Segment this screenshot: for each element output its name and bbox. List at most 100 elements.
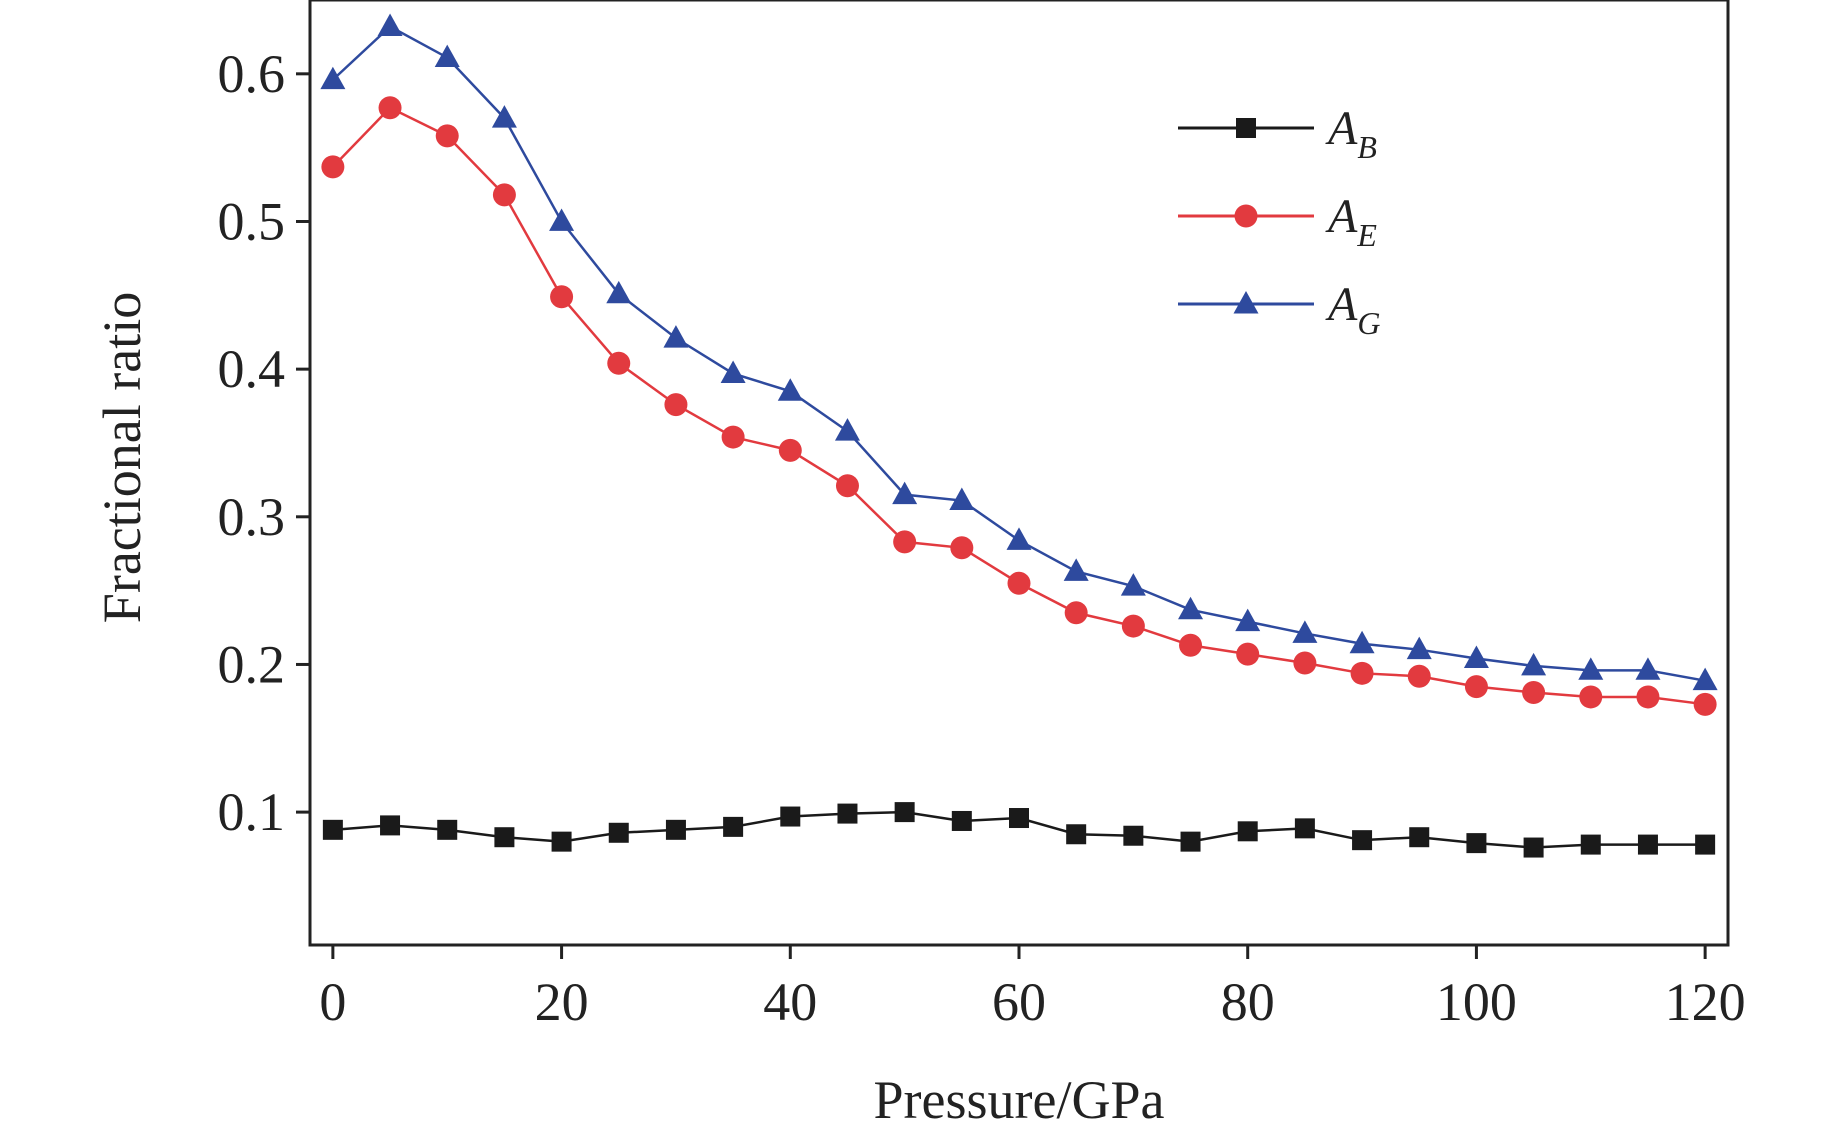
y-tick-label: 0.5 <box>218 191 286 251</box>
data-point-A_B <box>437 819 458 840</box>
legend-marker-A_G <box>1233 290 1259 314</box>
y-tick-label: 0.2 <box>218 634 286 694</box>
data-point-A_B <box>608 822 629 843</box>
data-point-A_B <box>1009 808 1029 829</box>
data-point-A_B <box>780 806 801 827</box>
data-point-A_E <box>435 124 459 148</box>
legend-label-A_G: AG <box>1325 278 1380 341</box>
y-tick-label: 0.3 <box>218 487 286 547</box>
data-point-A_G <box>892 481 918 505</box>
x-tick-label: 20 <box>535 972 589 1032</box>
data-point-A_E <box>835 474 859 498</box>
data-point-A_G <box>606 280 632 304</box>
data-point-A_B <box>951 810 972 831</box>
data-point-A_G <box>434 44 460 68</box>
data-point-A_E <box>893 530 917 554</box>
data-point-A_E <box>492 183 516 207</box>
data-point-A_G <box>1349 630 1375 654</box>
data-point-A_G <box>1235 608 1261 632</box>
data-point-A_E <box>1236 642 1260 666</box>
legend-label-A_E: AE <box>1325 190 1377 253</box>
data-point-A_E <box>1693 692 1717 716</box>
data-point-A_B <box>1580 834 1601 855</box>
data-point-A_E <box>378 96 402 120</box>
data-point-A_B <box>322 819 343 840</box>
data-point-A_G <box>1578 657 1604 680</box>
data-point-A_B <box>894 802 915 823</box>
data-point-A_E <box>1522 681 1546 705</box>
data-point-A_B <box>1352 830 1373 851</box>
data-point-A_E <box>321 155 345 179</box>
data-point-A_E <box>664 393 688 417</box>
series-layer <box>320 13 1718 858</box>
data-point-A_G <box>1063 558 1089 581</box>
data-point-A_E <box>1350 661 1374 685</box>
data-point-A_G <box>834 418 860 441</box>
x-axis-title: Pressure/GPa <box>874 1070 1165 1130</box>
data-point-A_B <box>1637 834 1658 855</box>
data-point-A_G <box>549 208 575 231</box>
data-point-A_G <box>663 325 689 348</box>
data-point-A_E <box>1064 601 1088 625</box>
x-tick-label: 80 <box>1221 972 1275 1032</box>
x-tick-label: 100 <box>1436 972 1517 1032</box>
x-tick-label: 0 <box>319 972 346 1032</box>
data-point-A_E <box>1407 664 1431 688</box>
data-point-A_B <box>723 816 744 837</box>
data-point-A_E <box>721 425 745 449</box>
data-point-A_B <box>1695 834 1716 855</box>
data-point-A_B <box>1180 831 1201 852</box>
data-point-A_B <box>665 819 686 840</box>
data-point-A_B <box>1466 833 1487 854</box>
data-point-A_B <box>1523 837 1544 858</box>
data-point-A_B <box>1123 825 1144 846</box>
axes: 0 20 40 60 80 100 120 0.1 0.2 0.3 0.4 0.5 0.6 <box>218 0 1746 1032</box>
series-A_B <box>322 802 1716 858</box>
data-point-A_G <box>1521 652 1547 676</box>
y-axis-title: Fractional ratio <box>92 292 152 623</box>
x-tick-label: 120 <box>1665 972 1746 1032</box>
x-tick-label: 40 <box>763 972 817 1032</box>
data-point-A_E <box>1121 614 1145 638</box>
data-point-A_G <box>1463 645 1489 668</box>
y-tick-label: 0.1 <box>218 782 286 842</box>
legend-marker-A_B <box>1236 118 1256 138</box>
data-point-A_G <box>1006 527 1032 550</box>
data-point-A_E <box>1293 651 1317 675</box>
data-point-A_B <box>551 831 572 852</box>
data-point-A_E <box>950 536 974 560</box>
data-point-A_G <box>377 13 403 37</box>
data-point-A_B <box>1409 827 1430 848</box>
data-point-A_G <box>720 360 746 384</box>
data-point-A_E <box>550 285 574 309</box>
y-tick-label: 0.4 <box>218 339 286 399</box>
data-point-A_G <box>1406 636 1432 660</box>
x-tick-label: 60 <box>992 972 1046 1032</box>
legend: AB AE AG <box>1178 102 1380 341</box>
data-point-A_E <box>1179 633 1203 657</box>
data-point-A_B <box>1294 818 1315 839</box>
data-point-A_G <box>1120 573 1146 596</box>
data-point-A_G <box>1635 657 1661 680</box>
data-point-A_B <box>494 827 515 848</box>
series-A_G <box>320 13 1718 691</box>
data-point-A_G <box>320 66 346 90</box>
data-point-A_B <box>1066 824 1087 845</box>
series-A_E <box>321 96 1717 716</box>
data-point-A_G <box>949 487 975 511</box>
y-tick-label: 0.6 <box>218 44 286 104</box>
data-point-A_G <box>1178 596 1204 620</box>
data-point-A_E <box>1464 675 1488 699</box>
legend-label-A_B: AB <box>1325 102 1377 165</box>
data-point-A_E <box>1579 685 1603 709</box>
data-point-A_G <box>1692 667 1718 691</box>
data-point-A_G <box>491 105 517 128</box>
data-point-A_B <box>1237 821 1258 842</box>
data-point-A_E <box>1007 571 1031 595</box>
data-point-A_E <box>778 438 802 462</box>
data-point-A_E <box>607 351 631 375</box>
data-point-A_E <box>1636 685 1660 709</box>
legend-marker-A_E <box>1234 204 1258 228</box>
